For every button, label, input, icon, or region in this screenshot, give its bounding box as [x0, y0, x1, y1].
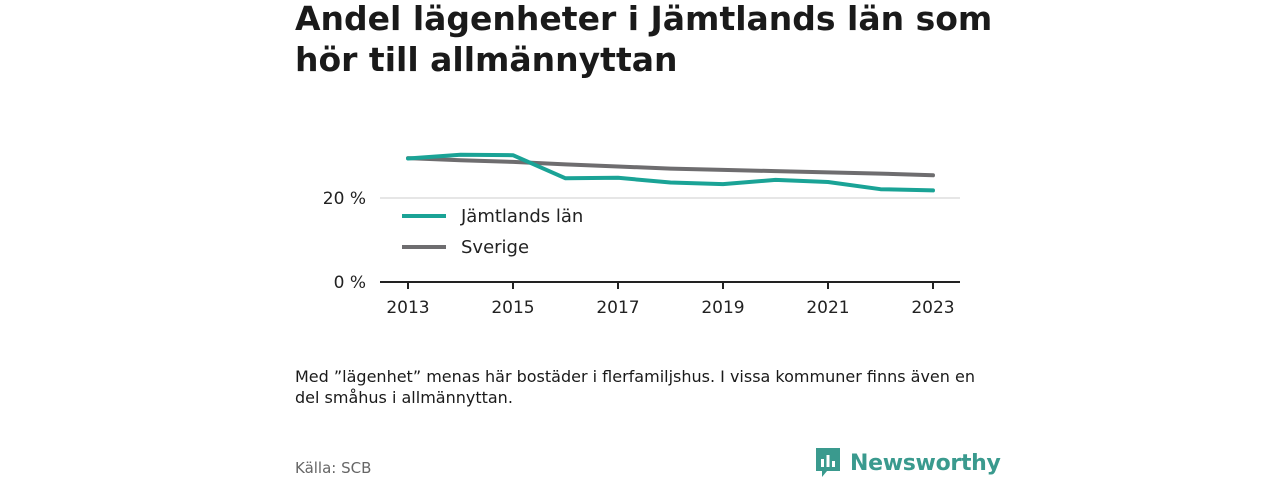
x-tick-label: 2017 [596, 298, 639, 318]
series-line-sverige [406, 156, 935, 178]
series-lines [406, 152, 935, 193]
chart-note: Med ”lägenhet” menas här bostäder i fler… [295, 367, 975, 407]
y-tick-label: 0 % [334, 273, 366, 293]
x-tick-label: 2019 [701, 298, 744, 318]
x-tick-label: 2013 [386, 298, 429, 318]
legend-label-jämtlands-län: Jämtlands län [460, 206, 583, 227]
legend: Jämtlands län Sverige [402, 206, 583, 258]
source-label: Källa: SCB [295, 459, 372, 477]
newsworthy-logo-icon [816, 448, 840, 477]
x-tick-label: 2021 [806, 298, 849, 318]
x-tick-label: 2015 [491, 298, 534, 318]
legend-label-sverige: Sverige [461, 237, 529, 258]
brand-name: Newsworthy [850, 450, 1001, 476]
axes: 0 % 20 % 2013 2015 2017 2019 2021 2023 [323, 189, 960, 318]
x-tick-label: 2023 [911, 298, 954, 318]
brand-logo[interactable]: Newsworthy [814, 446, 1001, 480]
y-tick-label: 20 % [323, 189, 366, 209]
series-line-jämtlands-län [406, 152, 935, 193]
chart-title: Andel lägenheter i Jämtlands län som hör… [295, 0, 993, 79]
